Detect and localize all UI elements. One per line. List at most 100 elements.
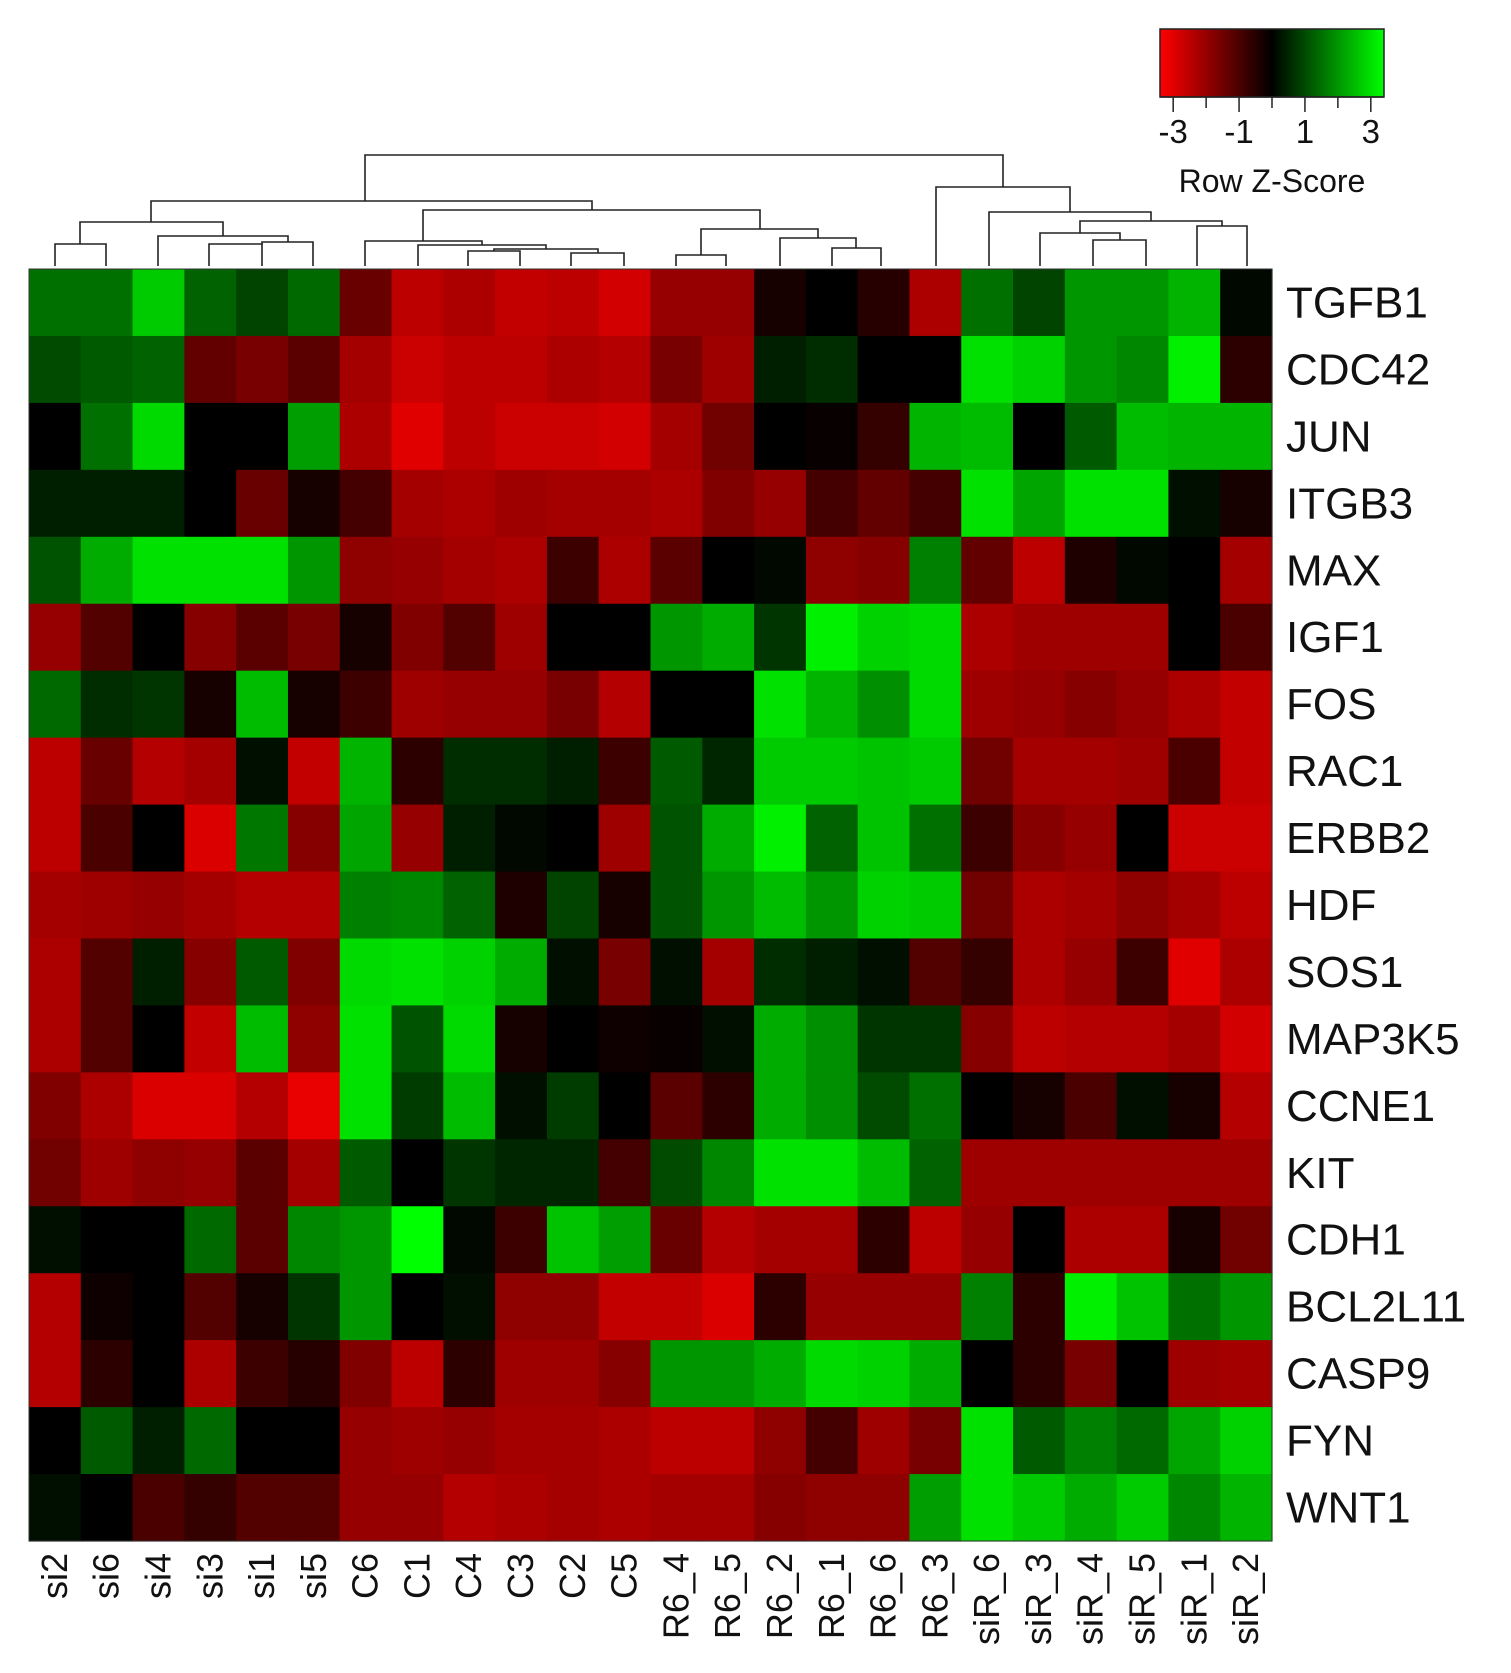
sample-label: R6_6 <box>863 1553 904 1639</box>
heatmap-cell <box>1116 603 1170 672</box>
heatmap-cell <box>754 1273 807 1341</box>
heatmap-cell <box>546 938 600 1007</box>
heatmap-cell <box>1064 737 1118 806</box>
heatmap-cell <box>1220 1407 1273 1475</box>
heatmap-cell <box>495 804 548 873</box>
heatmap-cell <box>1116 1005 1170 1073</box>
heatmap-cell <box>805 1474 859 1542</box>
heatmap-cell <box>236 469 289 538</box>
sample-label: siR_6 <box>966 1553 1007 1645</box>
heatmap-cell <box>1064 269 1118 337</box>
heatmap-cell <box>909 1474 962 1542</box>
heatmap-cell <box>702 402 755 471</box>
heatmap-cell <box>1168 1206 1221 1274</box>
heatmap-cell <box>236 670 289 739</box>
heatmap-cell <box>961 1206 1014 1274</box>
heatmap-cell <box>184 603 237 672</box>
color-key-tick-label: 3 <box>1362 113 1380 150</box>
heatmap-cell <box>961 536 1014 605</box>
heatmap-cell <box>184 402 237 471</box>
heatmap-cell <box>339 1273 393 1341</box>
sample-label: C1 <box>396 1553 437 1599</box>
sample-label: R6_5 <box>707 1553 748 1639</box>
heatmap-cell <box>909 737 962 806</box>
heatmap-cell <box>1064 536 1118 605</box>
heatmap-cell <box>29 269 82 337</box>
heatmap-cell <box>754 1340 807 1408</box>
heatmap-cell <box>236 536 289 605</box>
heatmap-cell <box>1220 871 1273 940</box>
heatmap-cell <box>857 1206 911 1274</box>
heatmap-cell <box>754 269 807 337</box>
heatmap-cell <box>1116 335 1170 404</box>
heatmap-cell <box>650 1206 703 1274</box>
heatmap-cell <box>236 269 289 337</box>
color-key-tick-label: -1 <box>1224 113 1253 150</box>
heatmap-cell <box>29 603 82 672</box>
heatmap-cell <box>857 670 911 739</box>
heatmap-cell <box>287 1340 341 1408</box>
heatmap-cell <box>805 536 859 605</box>
heatmap-cell <box>1013 603 1066 672</box>
heatmap-cell <box>909 402 962 471</box>
heatmap-cell <box>287 938 341 1007</box>
heatmap-cell <box>287 1407 341 1475</box>
heatmap-cell <box>805 737 859 806</box>
sample-label: si2 <box>34 1553 75 1599</box>
heatmap-cell <box>1220 402 1273 471</box>
heatmap-cell <box>961 670 1014 739</box>
heatmap-cell <box>650 871 703 940</box>
heatmap-cell <box>909 871 962 940</box>
heatmap-cell <box>339 1005 393 1073</box>
heatmap-cell <box>961 402 1014 471</box>
heatmap-cell <box>754 804 807 873</box>
heatmap-cell <box>1013 402 1066 471</box>
gene-label: CCNE1 <box>1286 1082 1435 1131</box>
heatmap-cell <box>805 871 859 940</box>
heatmap-cell <box>132 335 185 404</box>
heatmap-cell <box>1064 1407 1118 1475</box>
heatmap-cell <box>805 1273 859 1341</box>
heatmap-cell <box>857 737 911 806</box>
heatmap-cell <box>1220 536 1273 605</box>
heatmap-cell <box>961 1340 1014 1408</box>
heatmap-cell <box>650 1340 703 1408</box>
heatmap-cell <box>236 1072 289 1140</box>
heatmap-cell <box>29 335 82 404</box>
heatmap-cell <box>1013 1273 1066 1341</box>
heatmap-cell <box>857 1273 911 1341</box>
heatmap-cell <box>236 1005 289 1073</box>
heatmap-cell <box>443 1273 496 1341</box>
heatmap-cell <box>1116 1407 1170 1475</box>
heatmap-cell <box>961 871 1014 940</box>
heatmap-cell <box>132 1474 185 1542</box>
heatmap-cell <box>1013 1206 1066 1274</box>
sample-label: C6 <box>345 1553 386 1599</box>
heatmap-cell <box>1116 1206 1170 1274</box>
heatmap-cell <box>495 469 548 538</box>
heatmap-cell <box>754 1407 807 1475</box>
heatmap-cell <box>1116 804 1170 873</box>
heatmap-cell <box>650 603 703 672</box>
heatmap-cell <box>546 603 600 672</box>
heatmap-cell <box>132 670 185 739</box>
heatmap-cell <box>443 1139 496 1207</box>
heatmap-cell <box>1064 335 1118 404</box>
heatmap-cell <box>443 1340 496 1408</box>
heatmap-cell <box>287 469 341 538</box>
heatmap-cell <box>1064 402 1118 471</box>
heatmap-cell <box>961 603 1014 672</box>
color-key-tick-label: 1 <box>1296 113 1314 150</box>
heatmap-cell <box>29 1474 82 1542</box>
heatmap-cell <box>546 1273 600 1341</box>
heatmap-cell <box>184 536 237 605</box>
heatmap-cell <box>754 670 807 739</box>
heatmap-cell <box>702 737 755 806</box>
heatmap-cell <box>287 1072 341 1140</box>
heatmap-cell <box>1220 469 1273 538</box>
heatmap-cell <box>495 737 548 806</box>
heatmap-cell <box>1168 603 1221 672</box>
heatmap-cell <box>287 402 341 471</box>
heatmap-cell <box>909 335 962 404</box>
heatmap-cell <box>29 871 82 940</box>
